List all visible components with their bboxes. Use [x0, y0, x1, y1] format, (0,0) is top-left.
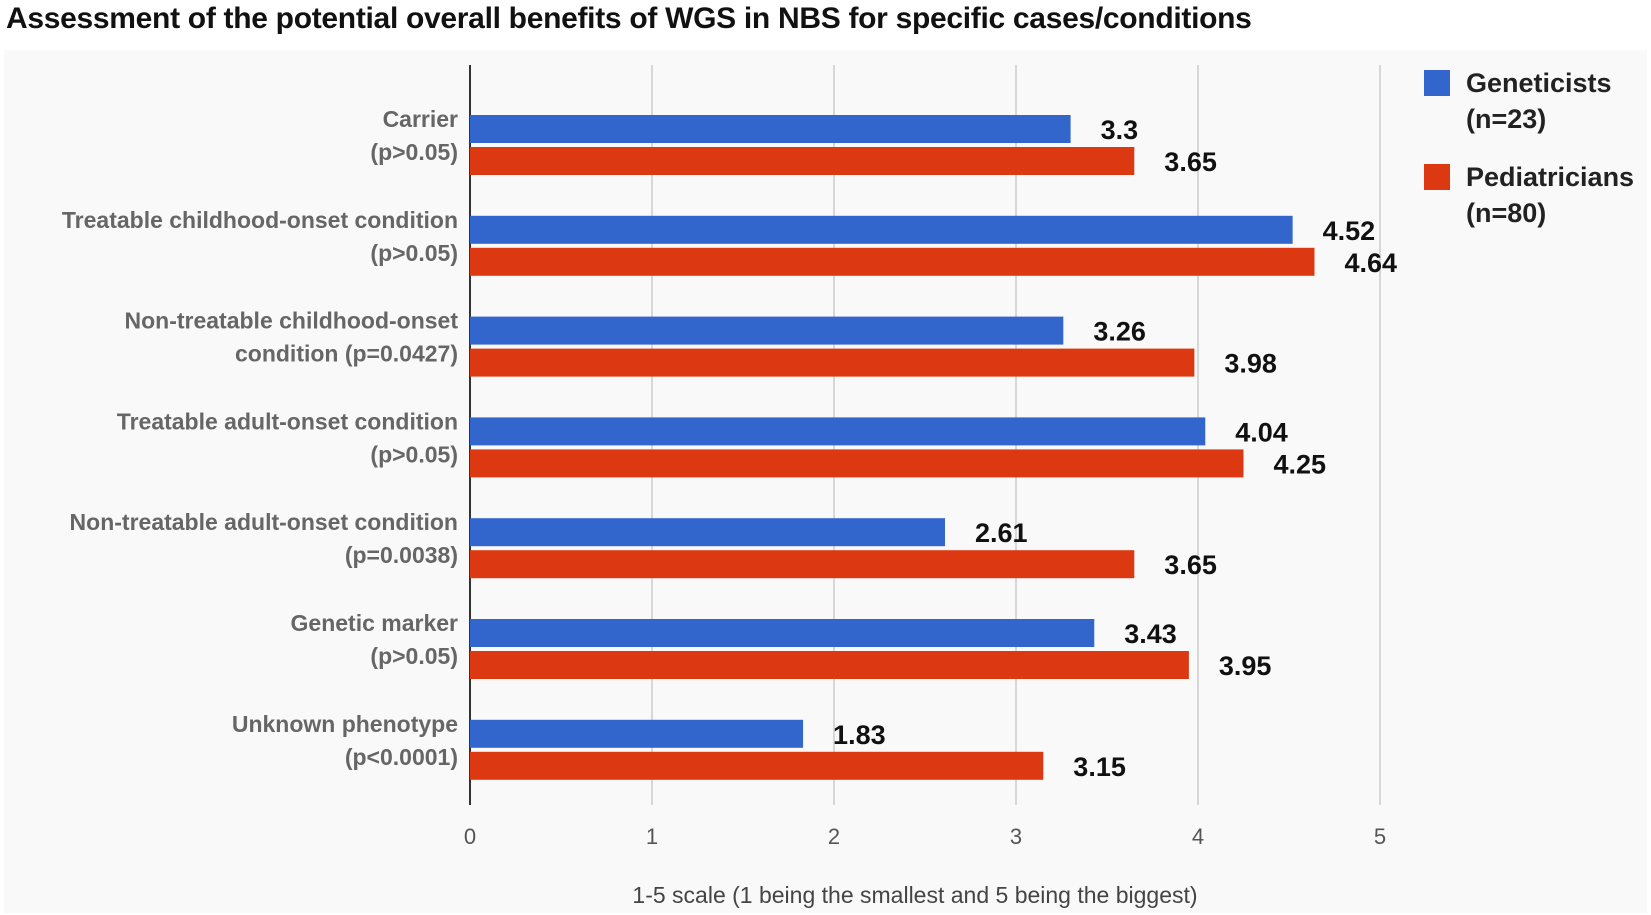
- category-label-line2: (p=0.0038): [345, 542, 458, 568]
- x-tick-label: 0: [464, 824, 476, 849]
- data-label-geneticists: 3.26: [1093, 317, 1146, 347]
- category-label-line1: Genetic marker: [291, 610, 459, 636]
- x-tick-label: 3: [1010, 824, 1022, 849]
- legend-sublabel-geneticists: (n=23): [1466, 104, 1546, 134]
- bar-pediatricians: [470, 147, 1135, 175]
- data-label-geneticists: 1.83: [833, 720, 886, 750]
- category-label-line1: Non-treatable childhood-onset: [125, 308, 459, 334]
- legend-sublabel-pediatricians: (n=80): [1466, 198, 1546, 228]
- category-label-line2: (p>0.05): [370, 240, 458, 266]
- bar-geneticists: [470, 417, 1206, 446]
- data-label-pediatricians: 4.25: [1274, 449, 1327, 479]
- bar-geneticists: [470, 115, 1071, 143]
- bar-pediatricians: [470, 348, 1195, 377]
- data-label-geneticists: 4.52: [1323, 216, 1376, 246]
- data-label-pediatricians: 3.65: [1164, 147, 1217, 177]
- category-label-line1: Treatable childhood-onset condition: [62, 207, 458, 233]
- data-label-geneticists: 2.61: [975, 518, 1028, 548]
- legend-label-geneticists: Geneticists: [1466, 68, 1612, 98]
- bar-pediatricians: [470, 651, 1189, 679]
- legend-swatch-pediatricians: [1424, 164, 1450, 190]
- bar-geneticists: [470, 719, 804, 748]
- chart-title: Assessment of the potential overall bene…: [6, 2, 1252, 35]
- bar-geneticists: [470, 619, 1095, 647]
- legend-label-pediatricians: Pediatricians: [1466, 162, 1634, 192]
- data-label-geneticists: 3.3: [1101, 115, 1139, 145]
- category-label-line1: Non-treatable adult-onset condition: [70, 509, 458, 535]
- category-label-line2: (p>0.05): [370, 643, 458, 669]
- bar-pediatricians: [470, 751, 1044, 780]
- category-label-line2: (p>0.05): [370, 139, 458, 165]
- data-label-pediatricians: 3.98: [1224, 349, 1277, 379]
- category-label-line1: Unknown phenotype: [232, 711, 458, 737]
- data-label-geneticists: 3.43: [1124, 619, 1177, 649]
- category-label-line1: Carrier: [383, 106, 458, 132]
- bar-geneticists: [470, 316, 1064, 345]
- x-tick-label: 5: [1374, 824, 1386, 849]
- data-label-geneticists: 4.04: [1235, 417, 1288, 447]
- x-tick-label: 4: [1192, 824, 1204, 849]
- bar-pediatricians: [470, 550, 1135, 579]
- data-label-pediatricians: 3.15: [1073, 752, 1126, 782]
- bar-pediatricians: [470, 247, 1315, 276]
- legend-swatch-geneticists: [1424, 70, 1450, 96]
- bar-geneticists: [470, 518, 946, 547]
- category-label-line2: (p>0.05): [370, 441, 458, 467]
- x-tick-label: 2: [828, 824, 840, 849]
- category-label-line2: condition (p=0.0427): [235, 341, 458, 367]
- data-label-pediatricians: 3.65: [1164, 550, 1217, 580]
- bar-pediatricians: [470, 449, 1244, 478]
- data-label-pediatricians: 3.95: [1219, 651, 1272, 681]
- x-axis-title: 1-5 scale (1 being the smallest and 5 be…: [632, 882, 1197, 908]
- data-label-pediatricians: 4.64: [1344, 248, 1397, 278]
- bar-geneticists: [470, 215, 1293, 244]
- category-label-line1: Treatable adult-onset condition: [117, 408, 458, 434]
- x-tick-label: 1: [646, 824, 658, 849]
- category-label-line2: (p<0.0001): [345, 744, 458, 770]
